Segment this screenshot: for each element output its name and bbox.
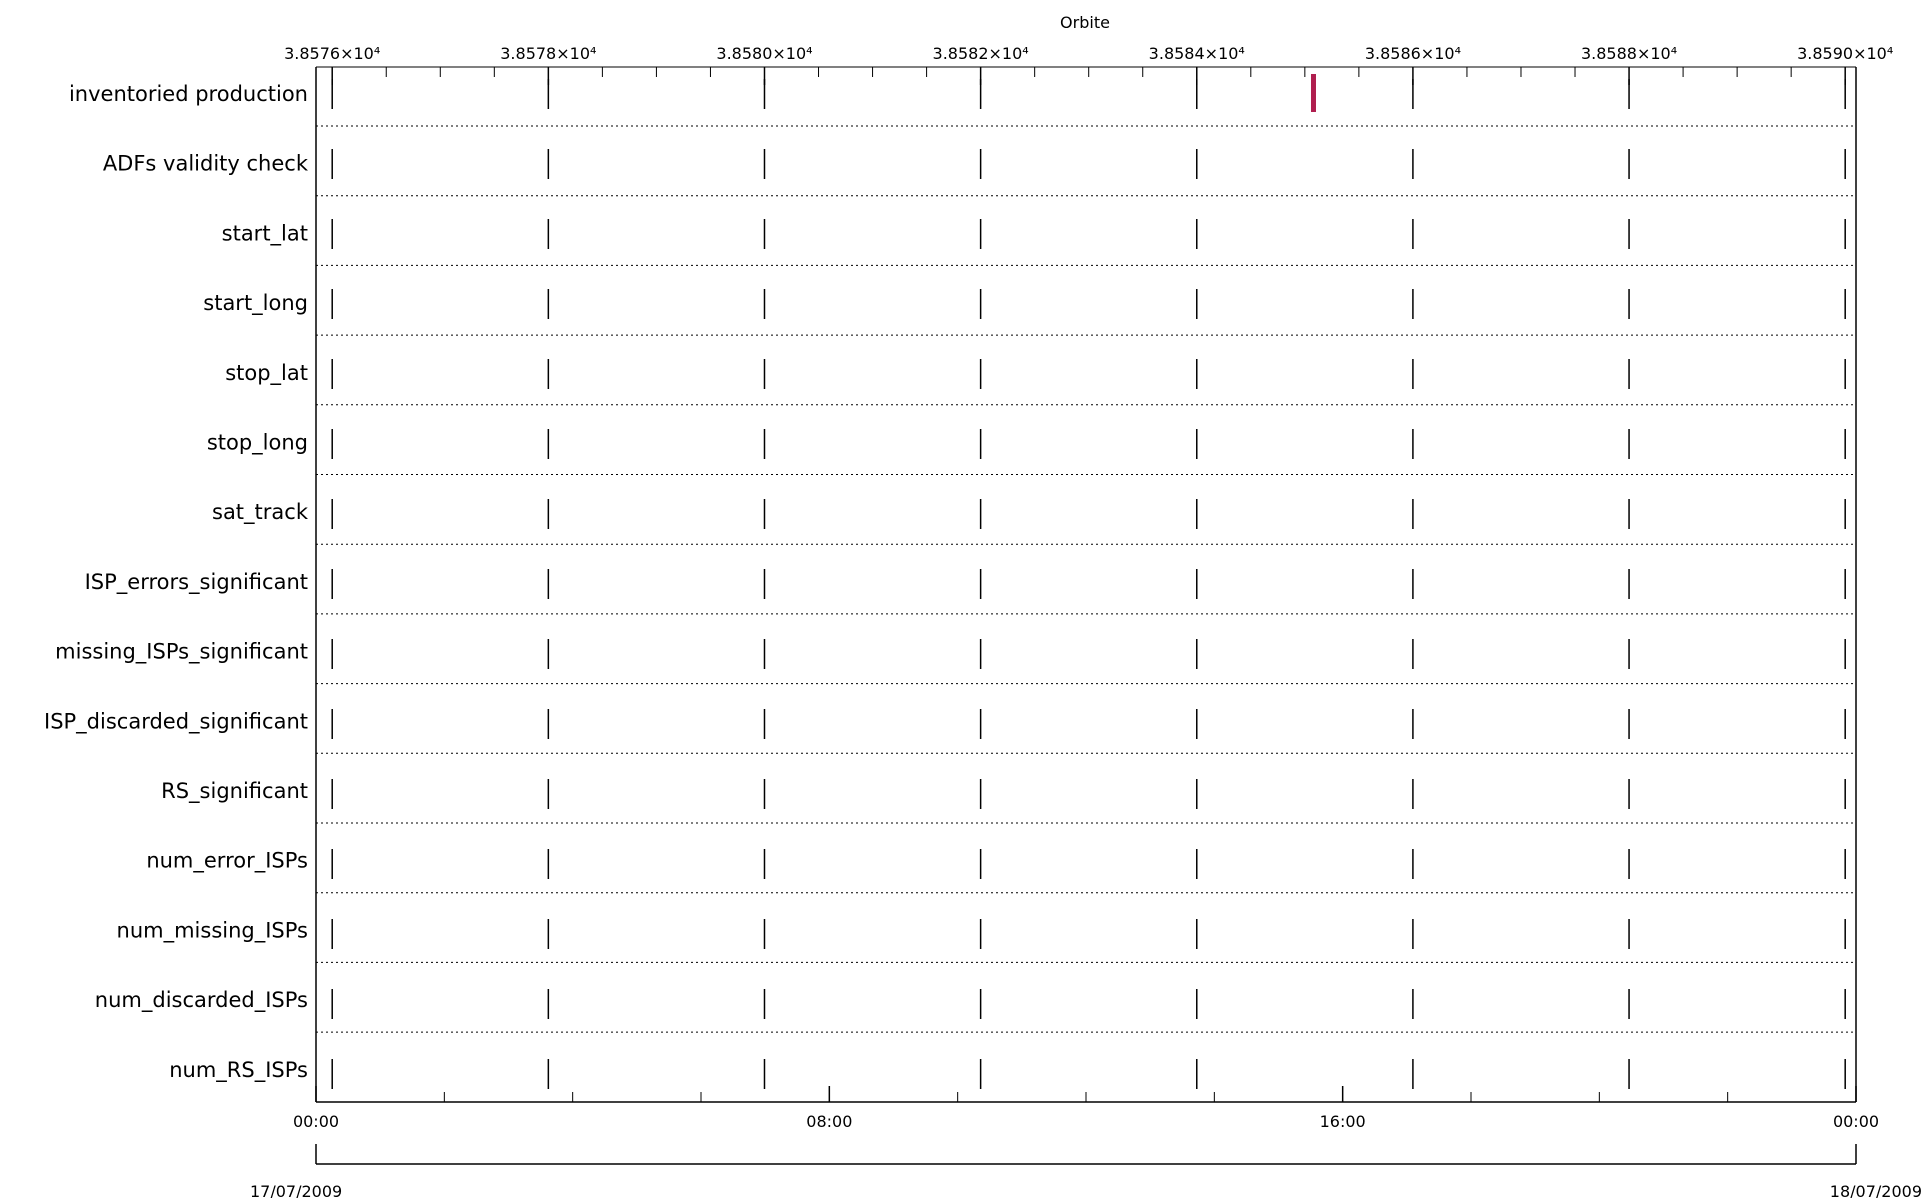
row-label: ADFs validity check bbox=[103, 152, 309, 176]
top-axis-title: Orbite bbox=[1060, 13, 1110, 32]
row-label: stop_lat bbox=[225, 361, 308, 386]
top-tick-label: 3.8576×10⁴ bbox=[284, 44, 380, 63]
row-labels: inventoried production ADFs validity chec… bbox=[44, 82, 309, 1083]
row-label: inventoried production bbox=[69, 82, 308, 106]
top-tick-label: 3.8588×10⁴ bbox=[1581, 44, 1677, 63]
bottom-tick-label: 00:00 bbox=[1833, 1112, 1879, 1131]
data-mark bbox=[1310, 74, 1316, 112]
row-label: sat_track bbox=[212, 500, 309, 525]
top-tick-label: 3.8582×10⁴ bbox=[933, 44, 1029, 63]
plot-frame bbox=[315, 66, 1857, 1103]
row-label: missing_ISPs_significant bbox=[55, 640, 308, 665]
row-label: start_lat bbox=[222, 221, 308, 246]
top-tick-label: 3.8580×10⁴ bbox=[716, 44, 812, 63]
bottom-tick-label: 16:00 bbox=[1320, 1112, 1366, 1131]
top-tick-label: 3.8578×10⁴ bbox=[500, 44, 596, 63]
row-label: ISP_discarded_significant bbox=[44, 709, 308, 734]
row-label: start_long bbox=[203, 291, 308, 316]
row-label: ISP_errors_significant bbox=[85, 570, 308, 595]
row-label: stop_long bbox=[207, 431, 308, 456]
row-label: num_RS_ISPs bbox=[169, 1058, 308, 1083]
row-label: num_missing_ISPs bbox=[117, 918, 308, 943]
bottom-axis: 17/07/2009 18/07/2009 00:00 08:00 16:00 00:… bbox=[250, 1086, 1922, 1198]
grid bbox=[316, 79, 1856, 1098]
start-date-label: 17/07/2009 bbox=[250, 1182, 342, 1198]
top-tick-label: 3.8590×10⁴ bbox=[1797, 44, 1893, 63]
row-label: num_discarded_ISPs bbox=[95, 988, 308, 1013]
row-label: num_error_ISPs bbox=[146, 849, 308, 874]
bottom-tick-label: 08:00 bbox=[806, 1112, 852, 1131]
end-date-label: 18/07/2009 bbox=[1830, 1182, 1922, 1198]
top-tick-label: 3.8586×10⁴ bbox=[1365, 44, 1461, 63]
top-tick-label: 3.8584×10⁴ bbox=[1149, 44, 1245, 63]
top-axis: Orbite 3.8576×10⁴ 3.8578×10⁴ 3.8580×10⁴ 3.8… bbox=[284, 13, 1893, 85]
row-label: RS_significant bbox=[161, 779, 308, 804]
bottom-tick-label: 00:00 bbox=[293, 1112, 339, 1131]
data-marks bbox=[1310, 74, 1316, 112]
